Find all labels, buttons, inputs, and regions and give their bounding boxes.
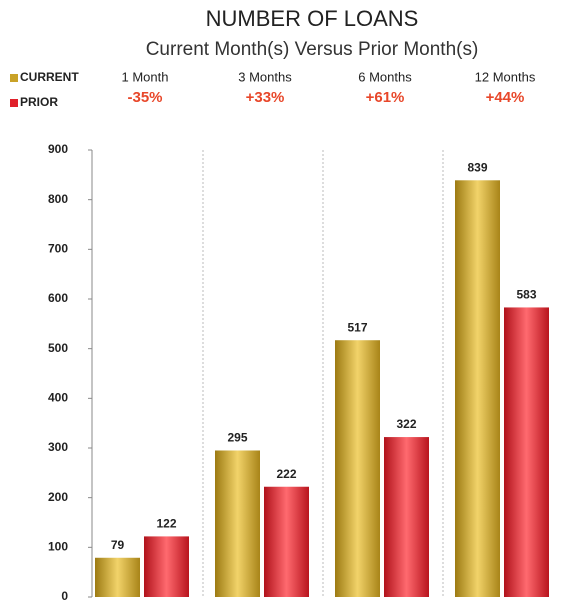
y-tick-label: 200 xyxy=(48,490,68,504)
chart-title: NUMBER OF LOANS xyxy=(206,6,419,31)
category-label: 1 Month xyxy=(122,69,169,84)
value-label: 517 xyxy=(347,320,367,334)
bar xyxy=(335,340,380,597)
legend-label: PRIOR xyxy=(20,95,58,109)
change-label: +61% xyxy=(366,89,405,106)
bar xyxy=(215,450,260,597)
value-label: 295 xyxy=(227,431,247,445)
value-label: 122 xyxy=(156,517,176,531)
y-tick-label: 0 xyxy=(61,589,68,601)
y-tick-label: 800 xyxy=(48,192,68,206)
y-tick-label: 600 xyxy=(48,291,68,305)
bar xyxy=(384,437,429,597)
change-label: +44% xyxy=(486,89,525,106)
value-label: 79 xyxy=(111,538,125,552)
y-tick-label: 500 xyxy=(48,341,68,355)
value-label: 583 xyxy=(516,288,536,302)
legend-swatch xyxy=(10,74,18,82)
bar xyxy=(504,307,549,597)
category-label: 6 Months xyxy=(358,69,412,84)
category-label: 12 Months xyxy=(475,69,536,84)
category-label: 3 Months xyxy=(238,69,292,84)
bar xyxy=(264,486,309,597)
bar xyxy=(455,180,500,597)
y-tick-label: 100 xyxy=(48,540,68,554)
y-tick-label: 300 xyxy=(48,440,68,454)
value-label: 839 xyxy=(467,160,487,174)
change-label: -35% xyxy=(127,89,162,106)
change-label: +33% xyxy=(246,89,285,106)
bar xyxy=(144,536,189,597)
y-tick-label: 700 xyxy=(48,242,68,256)
y-tick-label: 900 xyxy=(48,142,68,156)
value-label: 222 xyxy=(276,467,296,481)
legend-swatch xyxy=(10,99,18,107)
bar xyxy=(95,557,140,597)
chart-subtitle: Current Month(s) Versus Prior Month(s) xyxy=(146,39,479,60)
y-tick-label: 400 xyxy=(48,391,68,405)
legend-label: CURRENT xyxy=(20,70,79,84)
value-label: 322 xyxy=(396,417,416,431)
